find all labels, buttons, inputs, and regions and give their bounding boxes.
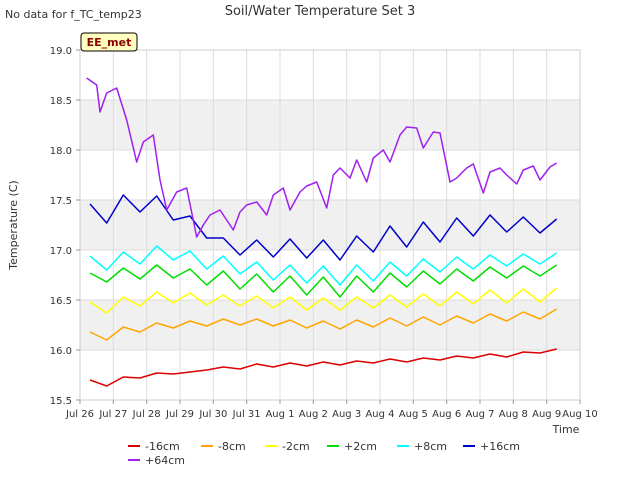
- x-axis-label: Time: [552, 423, 580, 436]
- legend-label: +8cm: [414, 440, 447, 453]
- x-tick-label: Aug 8: [499, 409, 528, 420]
- legend-item: +2cm: [327, 440, 377, 453]
- legend-item: -16cm: [128, 440, 180, 453]
- legend-label: +64cm: [145, 454, 185, 467]
- x-tick-label: Jul 29: [165, 409, 194, 420]
- y-axis-label: Temperature (C): [7, 180, 20, 270]
- x-tick-label: Aug 6: [432, 409, 461, 420]
- series-line-16cm: [89, 194, 558, 261]
- legend-item: +16cm: [463, 440, 520, 453]
- plot-border: [79, 49, 581, 401]
- x-tick-label: Jul 27: [98, 409, 127, 420]
- series-line-2cm: [89, 287, 558, 314]
- series-line-16cm: [89, 348, 557, 387]
- x-tick-label: Aug 5: [399, 409, 428, 420]
- y-tick-label: 15.5: [50, 396, 72, 407]
- legend-label: -8cm: [218, 440, 246, 453]
- series-line-8cm: [89, 245, 558, 286]
- nodata-note: No data for f_TC_temp23: [5, 8, 142, 21]
- chart-title: Soil/Water Temperature Set 3: [225, 4, 416, 19]
- x-tick-label: Aug 2: [299, 409, 328, 420]
- series-line-64cm: [86, 77, 558, 238]
- legend-item: +64cm: [128, 454, 185, 467]
- y-tick-label: 16.0: [50, 346, 72, 357]
- legend: -16cm -8cm -2cm +2cm +8cm +16cm +64cm: [128, 440, 520, 467]
- y-tick-label: 16.5: [50, 296, 72, 307]
- x-tick-label: Aug 9: [532, 409, 561, 420]
- legend-item: -2cm: [265, 440, 310, 453]
- legend-item: +8cm: [397, 440, 447, 453]
- legend-label: -16cm: [145, 440, 180, 453]
- site-badge-label: EE_met: [87, 36, 132, 49]
- y-tick-label: 18.5: [50, 96, 72, 107]
- series-line-2cm: [89, 264, 558, 298]
- x-tick-label: Aug 1: [265, 409, 294, 420]
- y-tick-label: 18.0: [50, 146, 72, 157]
- x-tick-label: Jul 26: [65, 409, 94, 420]
- series-line-8cm: [89, 308, 558, 341]
- y-tick-label: 19.0: [50, 46, 72, 57]
- x-tick-label: Aug 4: [365, 409, 394, 420]
- background-band: [80, 200, 580, 250]
- x-tick-label: Jul 30: [198, 409, 227, 420]
- x-tick-label: Aug 3: [332, 409, 361, 420]
- site-badge: EE_met: [80, 32, 138, 52]
- legend-label: +16cm: [480, 440, 520, 453]
- legend-label: +2cm: [344, 440, 377, 453]
- x-tick-label: Aug 7: [465, 409, 494, 420]
- background-band: [80, 100, 580, 150]
- legend-label: -2cm: [282, 440, 310, 453]
- x-tick-label: Aug 10: [562, 409, 597, 420]
- legend-item: -8cm: [201, 440, 246, 453]
- x-tick-label: Jul 28: [132, 409, 161, 420]
- y-tick-label: 17.0: [50, 246, 72, 257]
- y-tick-label: 17.5: [50, 196, 72, 207]
- x-tick-label: Jul 31: [232, 409, 261, 420]
